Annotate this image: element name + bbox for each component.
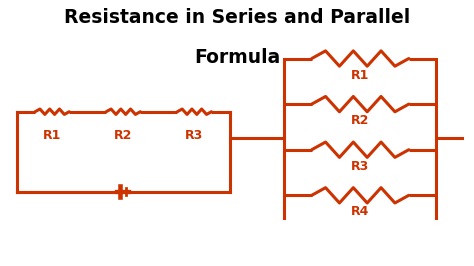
Text: R1: R1 — [351, 69, 369, 82]
Text: R2: R2 — [351, 114, 369, 127]
Text: R3: R3 — [351, 160, 369, 173]
Text: Resistance in Series and Parallel: Resistance in Series and Parallel — [64, 8, 410, 27]
Text: R1: R1 — [43, 129, 61, 142]
Text: R3: R3 — [185, 129, 203, 142]
Text: R2: R2 — [114, 129, 132, 142]
Text: R4: R4 — [351, 205, 369, 218]
Text: Formula: Formula — [194, 48, 280, 67]
